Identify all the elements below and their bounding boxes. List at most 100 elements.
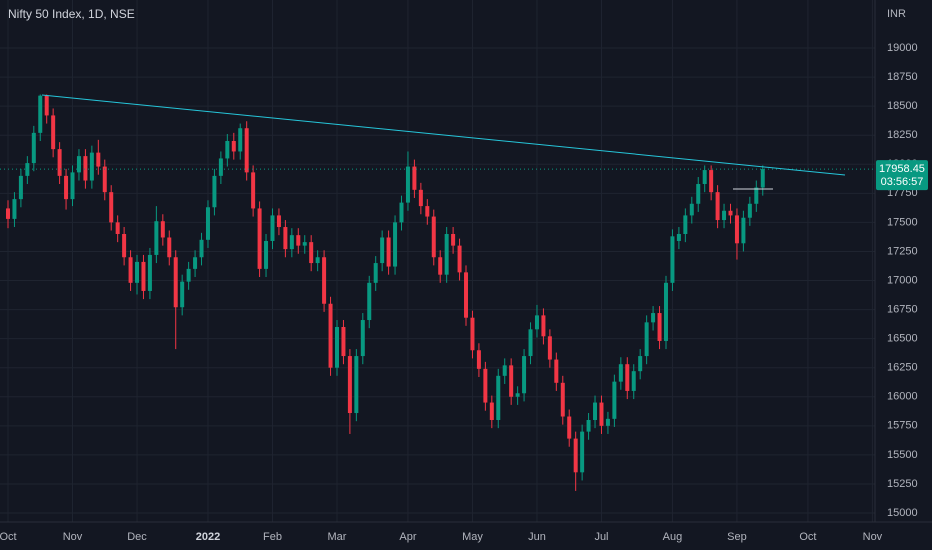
candle-body <box>147 254 152 291</box>
candle-body <box>502 365 507 376</box>
candle-body <box>702 170 707 185</box>
candle-body <box>173 257 178 308</box>
candle-body <box>218 158 223 176</box>
candle-body <box>334 327 339 368</box>
candle-body <box>393 222 398 267</box>
candle-body <box>115 222 120 234</box>
candle-body <box>251 172 256 209</box>
candle-body <box>102 166 107 193</box>
candle-body <box>231 141 236 152</box>
candle-body <box>418 189 423 207</box>
x-tick-label: Aug <box>663 531 683 543</box>
x-tick-label: May <box>462 531 483 543</box>
candle-body <box>322 257 327 304</box>
candle-body <box>64 175 69 200</box>
y-tick-label: 16750 <box>887 303 918 315</box>
countdown-label: 03:56:57 <box>881 176 924 188</box>
candle-body <box>715 192 720 221</box>
candle-body <box>154 221 159 255</box>
candle-body <box>599 402 604 426</box>
candle-body <box>412 166 417 190</box>
candle-body <box>25 163 30 176</box>
candle-body <box>754 187 759 204</box>
candle-body <box>212 175 217 208</box>
candle-body <box>483 368 488 403</box>
candle-body <box>205 207 210 240</box>
candle-body <box>328 303 333 368</box>
candle-body <box>522 356 527 394</box>
candle-body <box>270 215 275 241</box>
candle-body <box>354 356 359 414</box>
y-tick-label: 17250 <box>887 245 918 257</box>
candle-body <box>541 315 546 337</box>
candle-body <box>734 215 739 244</box>
candle-body <box>547 336 552 360</box>
x-tick-label: Feb <box>263 531 282 543</box>
candle-body <box>141 261 146 291</box>
candle-body <box>238 128 243 152</box>
candle-body <box>244 128 249 173</box>
candle-body <box>638 356 643 372</box>
candle-body <box>515 393 520 397</box>
last-price-box <box>876 160 928 191</box>
axes: 15000 15250 15500 15750 16000 16250 16500 16750… <box>0 42 928 543</box>
candle-body <box>199 239 204 258</box>
y-tick-label: 15250 <box>887 478 918 490</box>
candle-body <box>586 420 591 432</box>
candle-body <box>96 152 101 167</box>
candle-body <box>651 313 656 323</box>
candle-body <box>296 235 301 246</box>
candle-body <box>676 234 681 241</box>
x-tick-label: Mar <box>328 531 347 543</box>
candle-body <box>593 402 598 420</box>
x-tick-label: 2022 <box>196 531 220 543</box>
candle-body <box>605 418 610 426</box>
last-price-label: 17958.45 <box>879 163 925 175</box>
trendline <box>41 94 846 176</box>
candle-body <box>747 203 752 218</box>
currency-label: INR <box>887 8 906 20</box>
candle-body <box>289 235 294 250</box>
y-tick-label: 15000 <box>887 507 918 519</box>
candle-body <box>264 240 269 269</box>
candle-body <box>625 364 630 391</box>
candle-body <box>70 172 75 200</box>
candle-body <box>160 221 165 238</box>
candle-body <box>431 216 436 258</box>
candle-body <box>31 132 36 164</box>
candle-body <box>83 156 88 181</box>
candle-body <box>180 281 185 308</box>
y-tick-label: 16500 <box>887 333 918 345</box>
y-tick-label: 18250 <box>887 129 918 141</box>
candle-body <box>696 184 701 204</box>
candle-body <box>225 141 230 159</box>
grid <box>0 0 875 522</box>
candle-body <box>534 315 539 330</box>
y-tick-label: 17000 <box>887 274 918 286</box>
candle-body <box>618 364 623 382</box>
candle-body <box>380 237 385 264</box>
candle-body <box>186 268 191 282</box>
candle-body <box>276 215 281 228</box>
candle-body <box>373 263 378 283</box>
candle-body <box>663 282 668 341</box>
candle-body <box>341 327 346 357</box>
candle-body <box>631 371 636 391</box>
candle-body <box>12 199 17 219</box>
candle-body <box>405 166 410 203</box>
y-tick-label: 18500 <box>887 100 918 112</box>
candle-body <box>612 381 617 419</box>
candle-body <box>399 202 404 223</box>
candle-body <box>109 192 114 223</box>
candle-body <box>135 261 140 283</box>
y-tick-label: 15500 <box>887 449 918 461</box>
candle-body <box>167 237 172 258</box>
candle-body <box>438 257 443 275</box>
candle-body <box>657 313 662 341</box>
candle-body <box>509 365 514 397</box>
y-tick-label: 19000 <box>887 42 918 54</box>
candle-body <box>347 356 352 414</box>
x-tick-label: Sep <box>727 531 747 543</box>
x-tick-label: Jun <box>528 531 546 543</box>
